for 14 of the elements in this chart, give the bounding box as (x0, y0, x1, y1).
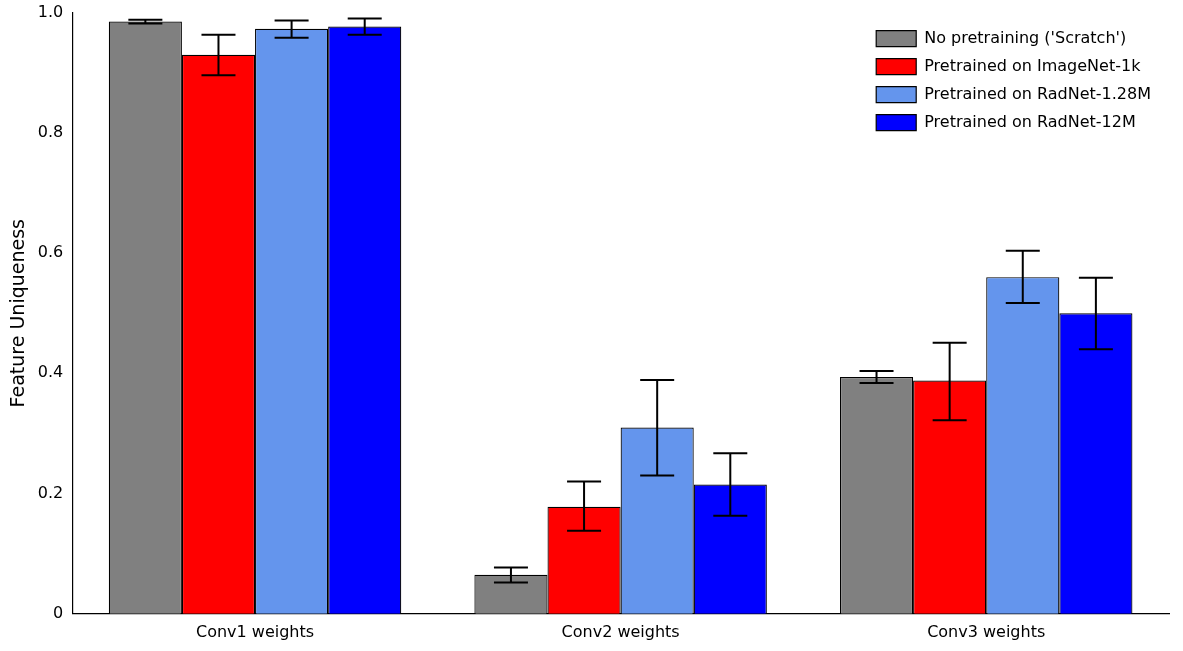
x-tick-label: Conv3 weights (927, 621, 1046, 641)
legend-label: Pretrained on RadNet-1.28M (924, 83, 1151, 103)
legend-label: Pretrained on RadNet-12M (924, 111, 1136, 131)
y-tick-label: 0 (53, 602, 64, 622)
x-tick-label: Conv1 weights (195, 621, 315, 641)
y-tick-label: 1.0 (37, 1, 64, 21)
y-axis-title: Feature Uniqueness (6, 219, 29, 408)
y-tick-label: 0.6 (37, 242, 64, 262)
legend-label: Pretrained on ImageNet-1k (924, 55, 1142, 75)
legend-label: No pretraining ('Scratch') (924, 27, 1127, 47)
y-tick-label: 0.4 (37, 362, 64, 382)
y-tick-label: 0.2 (37, 482, 64, 502)
y-tick-label: 0.8 (37, 122, 64, 141)
x-tick-label: Conv2 weights (561, 621, 680, 641)
